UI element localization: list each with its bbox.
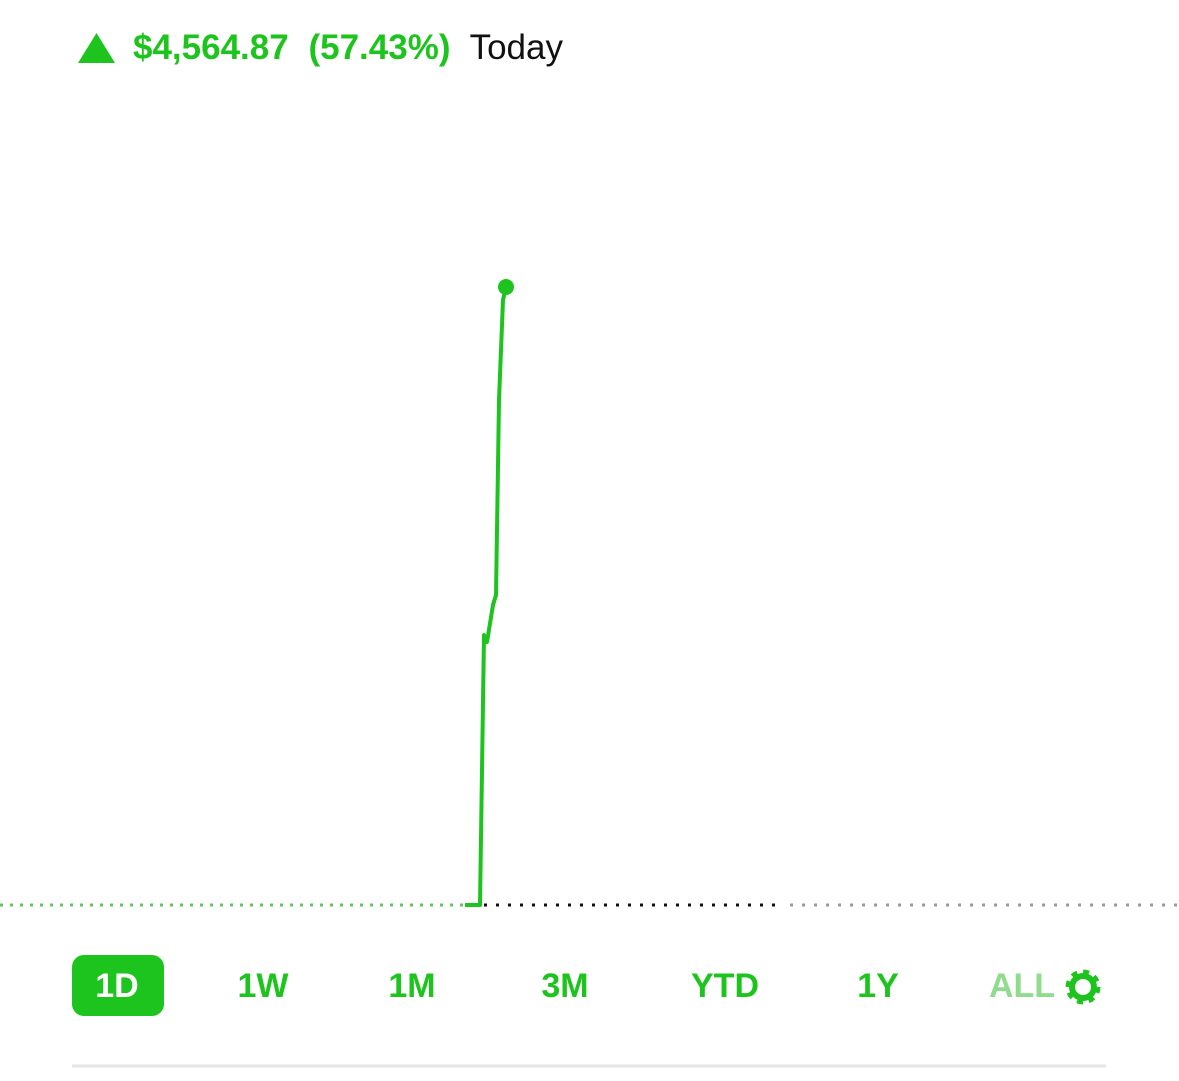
range-button[interactable]: 1M — [388, 967, 435, 1005]
settings-icon[interactable] — [1065, 969, 1101, 1005]
up-arrow — [78, 33, 115, 63]
range-button[interactable]: 1D — [95, 967, 138, 1005]
header: $4,564.87 (57.43%) Today — [133, 28, 563, 67]
percent: (57.43%) — [308, 28, 450, 67]
price-line — [465, 286, 508, 907]
period: Today — [470, 28, 564, 67]
range-button[interactable]: ALL — [989, 967, 1055, 1005]
range-button[interactable]: YTD — [691, 967, 759, 1005]
range-button[interactable]: 3M — [541, 967, 588, 1005]
range-selector: 1D 1W 1M 3M YTD 1Y ALL — [72, 955, 1055, 1016]
range-button[interactable]: 1Y — [857, 967, 899, 1005]
selected-range-bg — [72, 955, 164, 1016]
change: $4,564.87 — [133, 28, 289, 67]
current-dot — [498, 279, 514, 295]
range-button[interactable]: 1W — [238, 967, 290, 1005]
gear-ring — [1069, 973, 1097, 1001]
